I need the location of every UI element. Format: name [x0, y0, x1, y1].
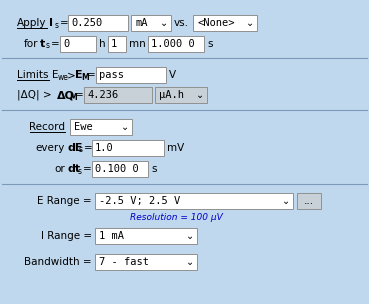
Text: E: E: [52, 70, 59, 80]
Text: |ΔQ| >: |ΔQ| >: [17, 90, 52, 100]
Text: ⌄: ⌄: [186, 231, 194, 241]
Text: I Range =: I Range =: [41, 231, 92, 241]
Text: every: every: [36, 143, 65, 153]
Text: s: s: [46, 42, 50, 50]
FancyBboxPatch shape: [131, 15, 171, 31]
Text: =: =: [75, 90, 84, 100]
Text: s: s: [79, 146, 83, 154]
Text: 1.0: 1.0: [95, 143, 114, 153]
Text: mA: mA: [135, 18, 148, 28]
Text: t: t: [40, 39, 45, 49]
Text: h: h: [99, 39, 106, 49]
FancyBboxPatch shape: [95, 254, 197, 270]
Text: Ewe: Ewe: [74, 122, 93, 132]
Text: vs.: vs.: [174, 18, 189, 28]
FancyBboxPatch shape: [92, 140, 164, 156]
Text: s: s: [207, 39, 213, 49]
Text: ⌄: ⌄: [186, 257, 194, 267]
FancyBboxPatch shape: [95, 193, 293, 209]
Text: for: for: [24, 39, 38, 49]
Text: E Range =: E Range =: [37, 196, 92, 206]
FancyBboxPatch shape: [95, 228, 197, 244]
Text: Limits: Limits: [17, 70, 48, 80]
Text: >: >: [67, 70, 76, 80]
FancyBboxPatch shape: [92, 161, 148, 177]
Text: =: =: [51, 39, 60, 49]
Text: ...: ...: [304, 196, 314, 206]
Text: s: s: [151, 164, 156, 174]
Text: dE: dE: [67, 143, 83, 153]
Text: ⌄: ⌄: [246, 18, 254, 28]
Text: s: s: [78, 167, 82, 175]
Text: 0.250: 0.250: [71, 18, 102, 28]
Text: 0.100 0: 0.100 0: [95, 164, 139, 174]
FancyBboxPatch shape: [193, 15, 257, 31]
Text: =: =: [84, 143, 93, 153]
FancyBboxPatch shape: [96, 67, 166, 83]
FancyBboxPatch shape: [108, 36, 126, 52]
Text: 0: 0: [63, 39, 69, 49]
FancyBboxPatch shape: [297, 193, 321, 209]
FancyBboxPatch shape: [60, 36, 96, 52]
Text: μA.h: μA.h: [159, 90, 184, 100]
Text: Resolution = 100 μV: Resolution = 100 μV: [130, 213, 223, 223]
Text: Apply: Apply: [17, 18, 46, 28]
FancyBboxPatch shape: [70, 119, 132, 135]
Text: 1 mA: 1 mA: [99, 231, 124, 241]
Text: 1.000 0: 1.000 0: [151, 39, 195, 49]
Text: ⌄: ⌄: [121, 122, 129, 132]
Text: Bandwidth =: Bandwidth =: [24, 257, 92, 267]
FancyBboxPatch shape: [155, 87, 207, 103]
Text: V: V: [169, 70, 176, 80]
Text: 7 - fast: 7 - fast: [99, 257, 149, 267]
Text: s: s: [55, 20, 59, 29]
Text: E: E: [75, 70, 83, 80]
Text: Record: Record: [29, 122, 65, 132]
Text: mn: mn: [129, 39, 146, 49]
Text: =: =: [83, 164, 92, 174]
Text: ⌄: ⌄: [160, 18, 168, 28]
Text: dt: dt: [67, 164, 80, 174]
Text: M: M: [81, 72, 89, 81]
FancyBboxPatch shape: [84, 87, 152, 103]
FancyBboxPatch shape: [148, 36, 204, 52]
Text: =: =: [87, 70, 96, 80]
Text: we: we: [58, 72, 69, 81]
Text: I: I: [49, 18, 53, 28]
Text: -2.5 V; 2.5 V: -2.5 V; 2.5 V: [99, 196, 180, 206]
Text: ⌄: ⌄: [196, 90, 204, 100]
Text: =: =: [60, 18, 69, 28]
Text: 1: 1: [111, 39, 117, 49]
Text: ΔQ: ΔQ: [57, 90, 75, 100]
Text: or: or: [54, 164, 65, 174]
Text: M: M: [69, 92, 77, 102]
Text: <None>: <None>: [197, 18, 235, 28]
Text: mV: mV: [167, 143, 184, 153]
Text: ⌄: ⌄: [282, 196, 290, 206]
Text: 4.236: 4.236: [87, 90, 118, 100]
FancyBboxPatch shape: [68, 15, 128, 31]
Text: pass: pass: [99, 70, 124, 80]
